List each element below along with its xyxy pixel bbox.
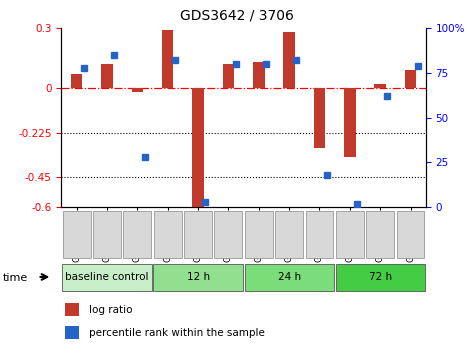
- FancyBboxPatch shape: [214, 211, 242, 258]
- Bar: [65, 303, 79, 316]
- Text: 12 h: 12 h: [186, 272, 210, 282]
- FancyBboxPatch shape: [306, 211, 333, 258]
- Bar: [71, 74, 82, 88]
- FancyBboxPatch shape: [93, 211, 121, 258]
- Bar: [131, 88, 143, 92]
- FancyBboxPatch shape: [153, 264, 243, 291]
- FancyBboxPatch shape: [366, 211, 394, 258]
- Bar: [101, 64, 113, 88]
- FancyBboxPatch shape: [184, 211, 212, 258]
- FancyBboxPatch shape: [335, 264, 425, 291]
- Bar: [283, 32, 295, 88]
- FancyBboxPatch shape: [245, 211, 273, 258]
- Bar: [162, 30, 174, 88]
- Bar: [223, 64, 234, 88]
- Bar: [253, 62, 264, 88]
- FancyBboxPatch shape: [63, 211, 91, 258]
- Bar: [344, 88, 356, 158]
- Bar: [405, 70, 416, 88]
- FancyBboxPatch shape: [123, 211, 151, 258]
- Text: time: time: [2, 273, 27, 282]
- Text: percentile rank within the sample: percentile rank within the sample: [89, 328, 265, 338]
- Text: baseline control: baseline control: [65, 272, 149, 282]
- Bar: [314, 88, 325, 148]
- Bar: [65, 326, 79, 339]
- FancyBboxPatch shape: [336, 211, 364, 258]
- Bar: [375, 84, 386, 88]
- Text: log ratio: log ratio: [89, 305, 132, 315]
- FancyBboxPatch shape: [62, 264, 152, 291]
- Bar: [193, 88, 204, 207]
- FancyBboxPatch shape: [396, 211, 424, 258]
- Text: GDS3642 / 3706: GDS3642 / 3706: [180, 9, 293, 23]
- Text: 72 h: 72 h: [368, 272, 392, 282]
- FancyBboxPatch shape: [275, 211, 303, 258]
- FancyBboxPatch shape: [245, 264, 334, 291]
- FancyBboxPatch shape: [154, 211, 182, 258]
- Text: 24 h: 24 h: [278, 272, 301, 282]
